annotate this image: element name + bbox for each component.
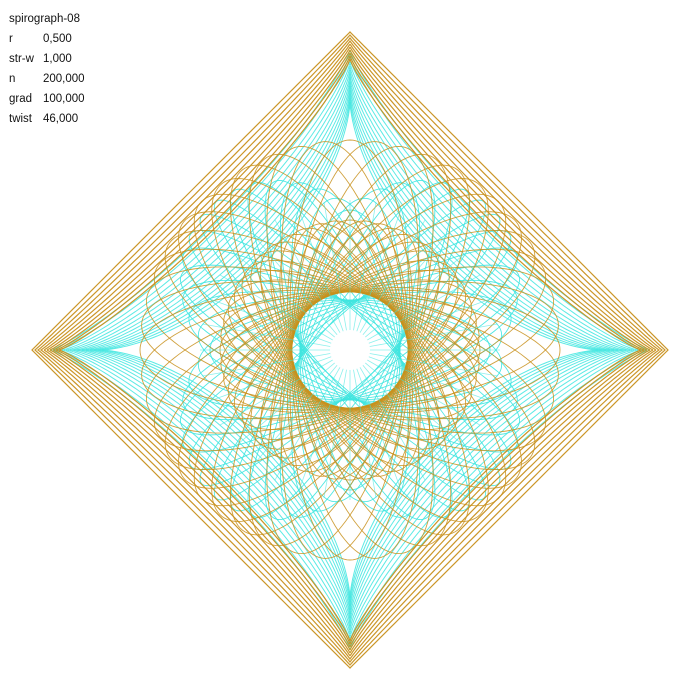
gold-star-curve bbox=[58, 58, 642, 642]
cyan-star-curve bbox=[70, 70, 630, 630]
cyan-spoke bbox=[234, 362, 335, 447]
cyan-loop-curve bbox=[182, 279, 518, 421]
cyan-spoke bbox=[368, 356, 492, 402]
param-row-twist: twist 46,000 bbox=[9, 109, 85, 129]
cyan-star-curve bbox=[74, 74, 626, 626]
cyan-spoke bbox=[202, 323, 331, 347]
gold-star-curve bbox=[46, 46, 654, 654]
param-value-str-w: 1,000 bbox=[43, 53, 72, 65]
gold-star-curve bbox=[37, 37, 663, 663]
cyan-star-curve bbox=[61, 61, 639, 639]
cyan-spoke bbox=[362, 234, 447, 335]
cyan-loop-curve bbox=[188, 291, 512, 409]
cyan-loop-curve bbox=[188, 291, 512, 409]
cyan-spoke bbox=[359, 367, 426, 481]
gold-star-curve bbox=[31, 31, 669, 669]
cyan-spoke bbox=[323, 369, 347, 498]
spirograph-curves bbox=[31, 31, 669, 669]
cyan-spoke bbox=[353, 202, 377, 331]
cyan-spoke bbox=[356, 208, 402, 332]
cyan-star-curve bbox=[94, 94, 606, 606]
cyan-spoke bbox=[274, 219, 341, 333]
gold-star-curve bbox=[52, 52, 648, 648]
cyan-spoke bbox=[369, 323, 498, 347]
cyan-spoke bbox=[234, 253, 335, 338]
gold-star-curve bbox=[43, 43, 657, 657]
cyan-spoke bbox=[323, 202, 347, 331]
gold-star-curve bbox=[55, 55, 645, 645]
param-row-r: r 0,500 bbox=[9, 29, 85, 49]
cyan-spoke bbox=[356, 368, 402, 492]
cyan-spoke bbox=[208, 298, 332, 344]
cyan-spoke bbox=[365, 362, 466, 447]
cyan-spoke bbox=[365, 253, 466, 338]
param-value-n: 200,000 bbox=[43, 73, 85, 85]
param-row-str-w: str-w 1,000 bbox=[9, 49, 85, 69]
param-key-grad: grad bbox=[9, 93, 33, 105]
gold-star-curve bbox=[34, 34, 666, 666]
cyan-spoke bbox=[253, 234, 338, 335]
panel-title: spirograph-08 bbox=[9, 13, 80, 25]
param-value-twist: 46,000 bbox=[43, 113, 79, 125]
cyan-spoke bbox=[367, 274, 481, 341]
cyan-star-curve bbox=[78, 78, 622, 622]
param-value-r: 0,500 bbox=[43, 33, 72, 45]
param-key-twist: twist bbox=[9, 113, 32, 125]
cyan-spoke bbox=[202, 353, 331, 377]
cyan-spoke bbox=[362, 365, 447, 466]
cyan-spoke bbox=[253, 365, 338, 466]
cyan-spoke bbox=[298, 368, 344, 492]
param-key-r: r bbox=[9, 33, 13, 45]
cyan-loop-curve bbox=[291, 188, 409, 512]
cyan-spoke bbox=[219, 359, 333, 426]
param-row-n: n 200,000 bbox=[9, 69, 85, 89]
cyan-spoke bbox=[353, 369, 377, 498]
parameter-panel: spirograph-08 r 0,500 str-w 1,000 n 200,… bbox=[9, 9, 85, 129]
cyan-spoke bbox=[298, 208, 344, 332]
cyan-spoke bbox=[274, 367, 341, 481]
cyan-star-curve bbox=[98, 98, 602, 602]
param-key-n: n bbox=[9, 73, 16, 85]
cyan-spoke bbox=[367, 359, 481, 426]
cyan-star-curve bbox=[90, 90, 610, 610]
panel-title-row: spirograph-08 bbox=[9, 9, 85, 29]
param-key-str-w: str-w bbox=[9, 53, 34, 65]
center-hole bbox=[332, 332, 368, 368]
gold-ellipse-curve bbox=[223, 266, 555, 413]
cyan-star-curve bbox=[102, 102, 598, 598]
param-value-grad: 100,000 bbox=[43, 93, 85, 105]
gold-star-curve bbox=[40, 40, 660, 660]
param-row-grad: grad 100,000 bbox=[9, 89, 85, 109]
cyan-spoke bbox=[219, 274, 333, 341]
gold-ellipse-curve bbox=[250, 193, 507, 450]
cyan-spoke bbox=[368, 298, 492, 344]
cyan-spoke bbox=[369, 353, 498, 377]
gold-star-curve bbox=[49, 49, 651, 651]
cyan-star-curve bbox=[82, 82, 618, 618]
cyan-loop-curve bbox=[291, 188, 409, 512]
cyan-spoke bbox=[359, 219, 426, 333]
cyan-loop-curve bbox=[279, 182, 421, 518]
cyan-spoke bbox=[208, 356, 332, 402]
